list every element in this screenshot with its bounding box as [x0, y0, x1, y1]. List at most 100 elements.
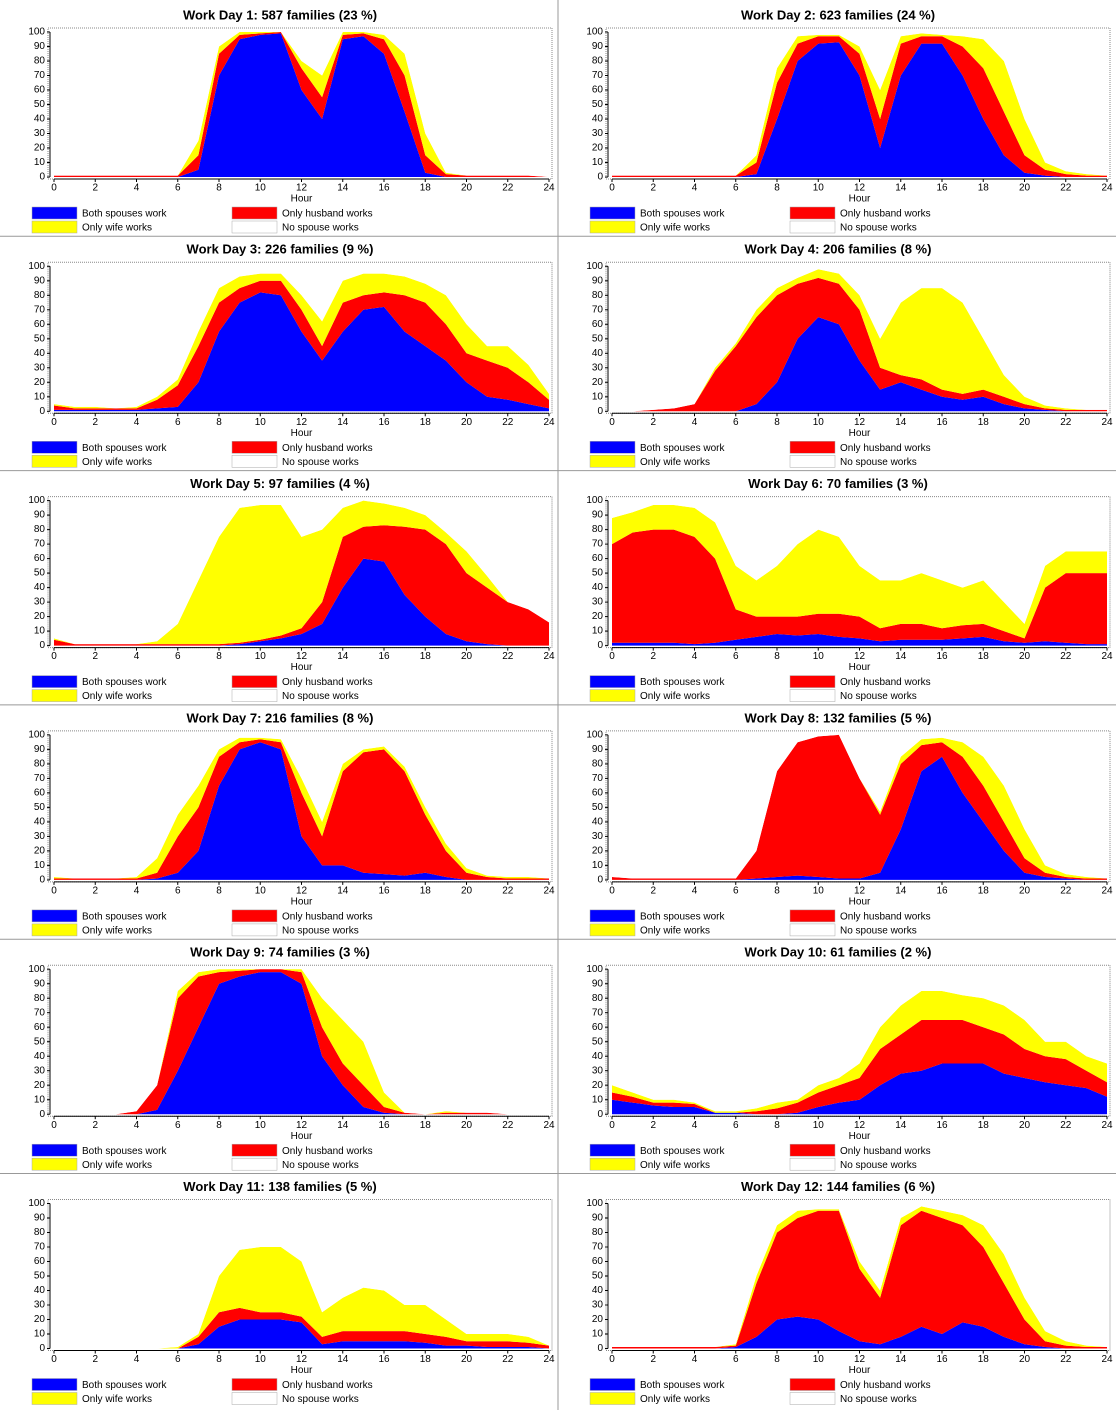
area-band	[54, 280, 549, 410]
x-tick-label: 20	[1019, 183, 1031, 194]
area-band	[612, 317, 1107, 412]
legend-label: Both spouses work	[640, 912, 725, 923]
x-tick-label: 0	[51, 1120, 57, 1131]
x-tick-label: 4	[134, 417, 140, 428]
y-tick-label: 90	[592, 744, 604, 755]
legend-swatch	[589, 1378, 636, 1391]
legend-label: Both spouses work	[82, 677, 167, 688]
x-tick-label: 10	[255, 183, 267, 194]
x-tick-label: 16	[936, 183, 948, 194]
legend-swatch	[789, 455, 836, 468]
legend-label: No spouse works	[282, 223, 359, 234]
x-tick-label: 20	[1019, 1354, 1031, 1365]
x-tick-label: 20	[1019, 886, 1031, 897]
y-tick-label: 100	[586, 730, 603, 741]
area-band	[612, 33, 1107, 176]
y-tick-label: 50	[592, 1271, 604, 1282]
x-tick-label: 24	[1101, 183, 1113, 194]
area-band	[612, 529, 1107, 645]
legend-swatch	[789, 441, 836, 454]
chart-title: Work Day 4: 206 families (8 %)	[745, 242, 932, 257]
legend-label: Both spouses work	[82, 209, 167, 220]
area-band	[612, 269, 1107, 412]
area-band	[54, 500, 549, 645]
x-axis-label: Hour	[291, 428, 313, 439]
x-tick-label: 8	[216, 417, 222, 428]
legend-swatch	[31, 455, 78, 468]
x-axis-label: Hour	[849, 1131, 871, 1142]
legend-swatch	[789, 1157, 836, 1171]
x-tick-label: 24	[543, 651, 555, 662]
y-tick-label: 90	[592, 1213, 604, 1224]
x-tick-label: 8	[774, 1354, 780, 1365]
x-tick-label: 2	[92, 651, 98, 662]
x-tick-label: 2	[92, 886, 98, 897]
x-tick-label: 18	[978, 183, 990, 194]
area-band	[612, 42, 1107, 178]
legend-label: Only husband works	[282, 912, 373, 923]
x-tick-label: 10	[813, 651, 825, 662]
legend-label: Only husband works	[840, 1146, 931, 1157]
x-tick-label: 18	[420, 183, 432, 194]
legend-swatch	[589, 455, 636, 468]
y-tick-label: 100	[586, 964, 603, 975]
y-tick-label: 20	[34, 1314, 46, 1325]
x-tick-label: 8	[216, 651, 222, 662]
y-tick-label: 50	[592, 333, 604, 344]
y-tick-label: 90	[34, 275, 46, 286]
y-tick-label: 100	[586, 1198, 603, 1209]
x-tick-label: 24	[1101, 1120, 1113, 1131]
x-tick-label: 2	[92, 183, 98, 194]
y-tick-label: 30	[592, 128, 604, 139]
y-tick-label: 100	[28, 261, 45, 272]
x-tick-label: 22	[1060, 886, 1072, 897]
x-tick-label: 16	[378, 417, 390, 428]
x-tick-label: 8	[774, 651, 780, 662]
y-tick-label: 50	[592, 1036, 604, 1047]
y-tick-label: 70	[34, 1007, 46, 1018]
x-tick-label: 16	[378, 1120, 390, 1131]
x-tick-label: 14	[895, 651, 907, 662]
x-axis-label: Hour	[849, 897, 871, 908]
x-tick-label: 4	[692, 417, 698, 428]
legend-label: No spouse works	[840, 1160, 917, 1171]
x-tick-label: 24	[1101, 886, 1113, 897]
legend-label: Both spouses work	[82, 912, 167, 923]
legend-label: Only wife works	[82, 1394, 152, 1405]
x-tick-label: 6	[733, 183, 739, 194]
legend-swatch	[589, 220, 636, 234]
x-tick-label: 6	[733, 886, 739, 897]
x-tick-label: 24	[543, 417, 555, 428]
y-tick-label: 90	[592, 275, 604, 286]
y-tick-label: 60	[592, 319, 604, 330]
y-tick-label: 0	[39, 640, 45, 651]
legend-label: Both spouses work	[82, 443, 167, 454]
x-tick-label: 24	[1101, 651, 1113, 662]
y-tick-label: 60	[34, 85, 46, 96]
y-tick-label: 50	[34, 333, 46, 344]
legend-swatch	[789, 689, 836, 702]
y-tick-label: 90	[34, 510, 46, 521]
y-tick-label: 20	[34, 143, 46, 154]
y-tick-label: 70	[592, 70, 604, 81]
legend-swatch	[231, 1378, 278, 1391]
x-tick-label: 8	[216, 1120, 222, 1131]
x-tick-label: 6	[733, 417, 739, 428]
legend-label: Only husband works	[840, 912, 931, 923]
x-tick-label: 10	[255, 1354, 267, 1365]
legend-label: No spouse works	[282, 1160, 359, 1171]
y-tick-label: 60	[34, 1256, 46, 1267]
legend-label: No spouse works	[840, 223, 917, 234]
area-band	[612, 1063, 1107, 1115]
x-tick-label: 16	[378, 1354, 390, 1365]
legend-swatch	[789, 206, 836, 220]
y-tick-label: 20	[34, 846, 46, 857]
x-tick-label: 16	[936, 417, 948, 428]
y-tick-label: 90	[592, 978, 604, 989]
legend-swatch	[231, 909, 278, 923]
y-tick-label: 0	[39, 1109, 45, 1120]
y-tick-label: 20	[34, 611, 46, 622]
legend-label: Both spouses work	[82, 1380, 167, 1391]
area-band	[612, 1203, 1107, 1347]
